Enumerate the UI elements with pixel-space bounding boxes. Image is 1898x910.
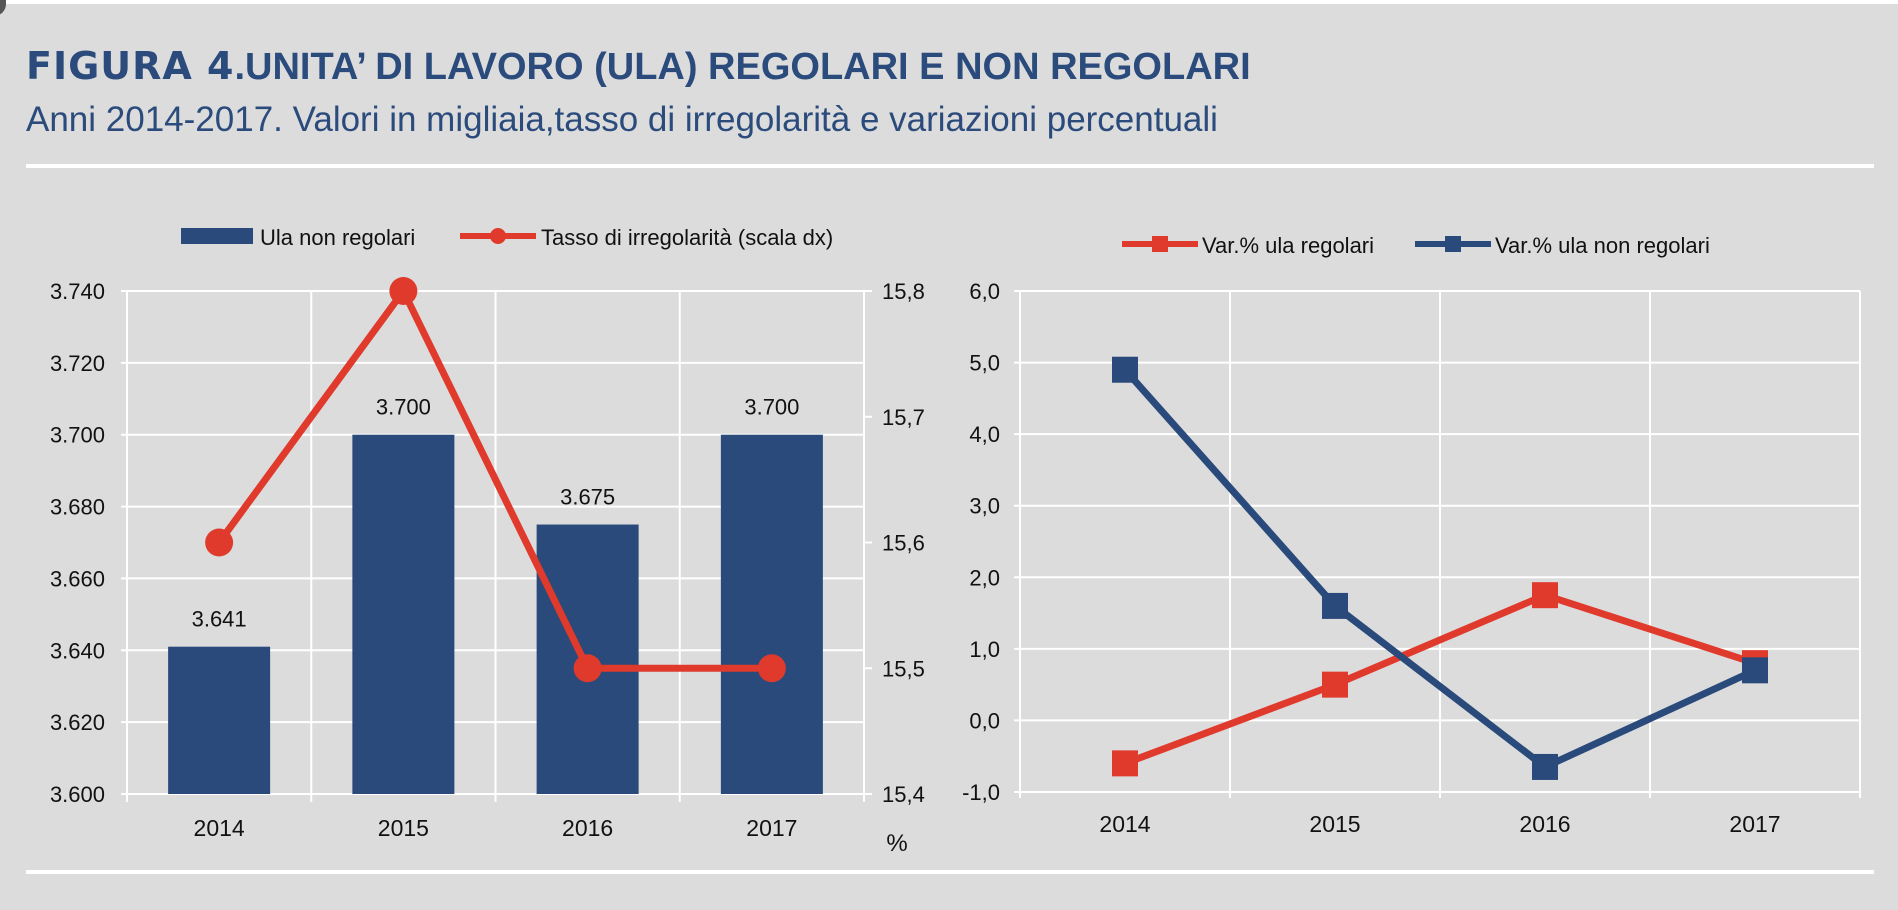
top-divider xyxy=(26,164,1874,168)
bar-data-label: 3.700 xyxy=(376,395,431,420)
x-tick-label: 2016 xyxy=(562,815,613,841)
series-point xyxy=(1742,657,1768,684)
right-chart: -1,0 0,0 1,0 2,0 3,0 4,0 5,0 6,0 2014 2015 2016 201… xyxy=(962,233,1861,837)
figure-title-text: .UNITA’ DI LAVORO (ULA) REGOLARI E NON R… xyxy=(234,46,1251,88)
y2-tick-label: 15,7 xyxy=(882,405,925,430)
legend-marker xyxy=(1445,236,1461,252)
figure-title-lead: FIGURA 4 xyxy=(26,44,235,88)
x-tick-label: 2017 xyxy=(1729,811,1780,837)
bar xyxy=(720,434,823,794)
x-tick-label: 2014 xyxy=(1099,811,1150,837)
y-tick-label: 3.700 xyxy=(50,423,105,448)
bar xyxy=(168,646,271,794)
series-point xyxy=(1322,671,1348,698)
left-chart: 3.600 3.620 3.640 3.660 3.680 3.700 3.720 3.740… xyxy=(50,225,925,857)
series-line xyxy=(1122,367,1757,771)
legend-label-bars: Ula non regolari xyxy=(260,225,415,250)
rate-point xyxy=(389,277,418,305)
y-tick-label: 3.720 xyxy=(50,351,105,376)
x-tick-label: 2017 xyxy=(746,815,797,841)
series-point xyxy=(1532,753,1558,780)
bar-data-label: 3.700 xyxy=(744,395,799,420)
legend-label: Var.% ula regolari xyxy=(1202,233,1374,258)
figure-title: FIGURA 4.UNITA’ DI LAVORO (ULA) REGOLARI… xyxy=(26,44,1251,89)
y2-unit-label: % xyxy=(886,830,907,857)
legend-swatch-bars xyxy=(181,228,253,244)
y-tick-label: 6,0 xyxy=(969,279,1000,304)
series-point xyxy=(1532,582,1558,609)
bar-data-label: 3.641 xyxy=(192,607,247,632)
x-tick-label: 2016 xyxy=(1519,811,1570,837)
window-corner xyxy=(0,0,6,16)
y-tick-label: 3.600 xyxy=(50,782,105,807)
series-point xyxy=(1112,750,1138,777)
rate-point xyxy=(205,528,234,557)
y-tick-label: 5,0 xyxy=(969,351,1000,376)
y-tick-label: 0,0 xyxy=(969,708,1000,733)
bar-data-label: 3.675 xyxy=(560,485,615,510)
y-tick-label: 3.740 xyxy=(50,279,105,304)
x-tick-label: 2015 xyxy=(1309,811,1360,837)
legend-label-rate: Tasso di irregolarità (scala dx) xyxy=(541,225,833,250)
y-tick-label: 3.660 xyxy=(50,566,105,591)
y-tick-label: 3.620 xyxy=(50,710,105,735)
y-tick-label: 3.680 xyxy=(50,495,105,520)
x-tick-label: 2015 xyxy=(378,815,429,841)
y-tick-label: 4,0 xyxy=(969,422,1000,447)
y-tick-label: 3,0 xyxy=(969,494,1000,519)
y-tick-label: 1,0 xyxy=(969,637,1000,662)
y2-tick-label: 15,4 xyxy=(882,782,925,807)
y-tick-label: 3.640 xyxy=(50,638,105,663)
series-point xyxy=(1322,592,1348,619)
bottom-divider xyxy=(26,870,1874,874)
x-tick-label: 2014 xyxy=(194,815,245,841)
y-tick-label: -1,0 xyxy=(962,780,1000,805)
series-point xyxy=(1112,356,1138,383)
legend-marker-rate xyxy=(490,228,506,244)
top-strip xyxy=(0,0,1898,4)
rate-line xyxy=(216,287,772,672)
legend-label: Var.% ula non regolari xyxy=(1495,233,1710,258)
rate-point xyxy=(573,654,602,683)
y2-tick-label: 15,6 xyxy=(882,531,925,556)
bar xyxy=(352,434,455,794)
figure-subtitle: Anni 2014-2017. Valori in migliaia,tasso… xyxy=(26,100,1218,139)
y2-tick-label: 15,8 xyxy=(882,279,925,304)
y2-tick-label: 15,5 xyxy=(882,656,925,681)
series-line xyxy=(1123,591,1757,767)
legend-marker xyxy=(1152,236,1168,252)
rate-point xyxy=(757,654,786,683)
y-tick-label: 2,0 xyxy=(969,565,1000,590)
